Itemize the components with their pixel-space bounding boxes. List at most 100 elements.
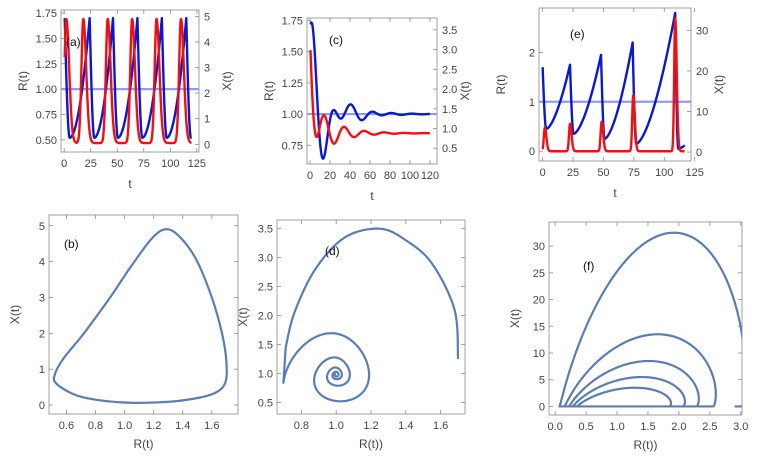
panel-a: 0 25 50 75 100 1250.500.751.001.251.501.75012… [16, 8, 234, 191]
y-right-tick-label: 2 [204, 88, 210, 100]
y-tick-label: 30 [533, 241, 545, 253]
x-tick-label: 1.4 [175, 420, 190, 432]
y-tick-label: 0.5 [258, 397, 273, 409]
y-tick-label: 0.75 [36, 109, 57, 121]
y-axis-label: X(t) [236, 307, 250, 326]
x-tick-label: 50 [111, 158, 123, 170]
x-tick-label: 25 [567, 167, 579, 179]
y-tick-label: 0 [529, 146, 535, 158]
y-right-tick-label: 0.5 [442, 143, 457, 155]
y-axis-label: X(t) [508, 309, 522, 328]
x-tick-label: 0.8 [88, 420, 103, 432]
plot-area [558, 231, 742, 408]
y-tick-label: 3 [39, 292, 45, 304]
x-tick-label: 1.2 [363, 420, 378, 432]
plot-frame [538, 7, 692, 162]
x-tick-label: 80 [384, 170, 396, 182]
x-tick-label: 75 [138, 158, 150, 170]
y-tick-label: 1.50 [36, 33, 57, 45]
y-right-axis-label: X(t) [712, 75, 726, 94]
y-tick-label: 4 [39, 257, 45, 269]
y-tick-label: 2 [529, 47, 535, 59]
series-phase-line [52, 228, 228, 404]
y-right-tick-label: 4 [204, 37, 210, 49]
x-tick-label: 1.6 [204, 420, 219, 432]
x-axis-label: R(t)) [634, 438, 658, 452]
y-right-tick-label: 20 [696, 66, 708, 78]
x-tick-label: 125 [188, 158, 206, 170]
y-tick-label: 0.50 [36, 135, 57, 147]
y-right-tick-label: 1 [204, 114, 210, 126]
y-axis-label: R(t) [16, 71, 30, 91]
y-tick-label: 15 [533, 321, 545, 333]
series-phase-line [282, 227, 460, 403]
x-tick-label: 2.0 [671, 421, 686, 433]
y-tick-label: 3.0 [258, 253, 273, 265]
x-tick-label: 1.0 [609, 421, 624, 433]
x-tick-label: 0.0 [548, 421, 563, 433]
y-right-tick-label: 1.5 [442, 104, 457, 116]
plot-area [282, 227, 460, 403]
y-tick-label: 0.75 [282, 140, 303, 152]
x-tick-label: 60 [364, 170, 376, 182]
panel-c: 0 20 40 60 80 100 120 0.75 1.00 1.25 1.50 1.75 0.5 1.… [262, 15, 472, 203]
y-right-tick-label: 0 [696, 147, 702, 159]
x-tick-label: 0 [61, 158, 67, 170]
plot-frame [60, 9, 200, 153]
y-tick-label: 20 [533, 295, 545, 307]
x-tick-label: 1.0 [329, 420, 344, 432]
y-tick-label: 5 [539, 375, 545, 387]
x-tick-label: 1.2 [146, 420, 161, 432]
y-tick-label: 1.25 [36, 59, 57, 71]
y-tick-label: 1.50 [282, 47, 303, 59]
series-x-line [63, 17, 193, 145]
x-tick-label: 1.5 [640, 421, 655, 433]
series-x-line [309, 50, 431, 145]
y-axis-label: R(t) [262, 81, 276, 101]
x-tick-label: 125 [685, 167, 703, 179]
y-tick-label: 2.5 [258, 282, 273, 294]
x-tick-label: 50 [597, 167, 609, 179]
x-tick-label: 1.6 [433, 420, 448, 432]
x-axis-label: R(t)) [359, 437, 383, 451]
y-tick-label: 25 [533, 268, 545, 280]
x-tick-label: 25 [85, 158, 97, 170]
y-tick-label: 2 [39, 328, 45, 340]
x-axis-label: R(t) [134, 437, 154, 451]
x-tick-label: 0 [307, 170, 313, 182]
plot-area [307, 21, 437, 160]
y-tick-label: 1.0 [258, 368, 273, 380]
y-tick-label: 1 [529, 97, 535, 109]
y-right-tick-label: 1.0 [442, 123, 457, 135]
y-right-tick-label: 2.0 [442, 84, 457, 96]
x-tick-label: 100 [161, 158, 179, 170]
y-tick-label: 0 [539, 401, 545, 413]
panel-label: (a) [66, 35, 81, 49]
y-tick-label: 2.0 [258, 311, 273, 323]
y-right-tick-label: 3.5 [442, 25, 457, 37]
plot-frame [48, 214, 239, 415]
panel-label: (c) [329, 33, 343, 47]
x-tick-label: 100 [401, 170, 419, 182]
x-tick-label: 20 [324, 170, 336, 182]
x-axis-label: t [370, 189, 374, 203]
y-tick-label: 1.00 [36, 84, 57, 96]
y-right-tick-label: 3 [204, 63, 210, 75]
x-axis-label: t [613, 186, 617, 200]
series-r-line [541, 11, 686, 150]
y-tick-label: 1.00 [282, 109, 303, 121]
y-tick-label: 1 [39, 364, 45, 376]
y-tick-label: 1.25 [282, 78, 303, 90]
series-r-line [309, 21, 431, 160]
x-tick-label: 1.4 [398, 420, 413, 432]
y-tick-label: 10 [533, 348, 545, 360]
series-x-line [541, 16, 686, 153]
y-right-tick-label: 3.0 [442, 45, 457, 57]
y-tick-label: 1.75 [36, 8, 57, 20]
panel-f: 0.0 0.5 1.0 1.5 2.0 2.5 3.0 0 5 10 15 20 25 30 R(t)) X(… [508, 221, 748, 452]
panel-label: (f) [583, 259, 594, 273]
x-tick-label: 3.0 [733, 421, 748, 433]
plot-frame [306, 17, 438, 165]
